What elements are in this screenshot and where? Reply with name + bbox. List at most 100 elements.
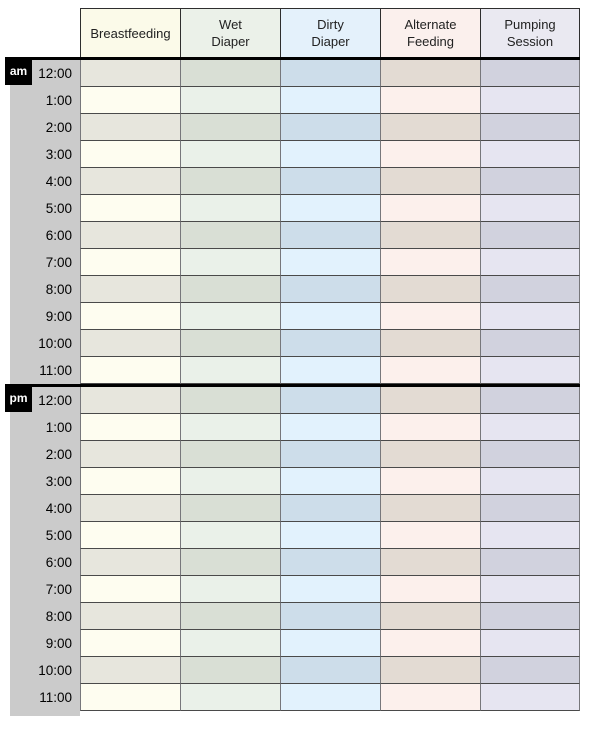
- cell-pumping-session-100pm: [480, 414, 580, 441]
- cell-alternate-feeding-400am: [380, 168, 480, 195]
- cell-breastfeeding-700pm: [80, 576, 180, 603]
- cell-pumping-session-800pm: [480, 603, 580, 630]
- cell-pumping-session-1000pm: [480, 657, 580, 684]
- hour-row-400-am: 4:00: [10, 168, 600, 195]
- cell-dirty-diaper-1000am: [280, 330, 380, 357]
- hour-row-800-am: 8:00: [10, 276, 600, 303]
- hour-row-100-pm: 1:00: [10, 414, 600, 441]
- cell-breastfeeding-900am: [80, 303, 180, 330]
- cell-dirty-diaper-700am: [280, 249, 380, 276]
- cell-pumping-session-1100pm: [480, 684, 580, 711]
- hour-row-1000-pm: 10:00: [10, 657, 600, 684]
- cell-breastfeeding-1000am: [80, 330, 180, 357]
- cell-dirty-diaper-200am: [280, 114, 380, 141]
- cell-wet-diaper-1100am: [180, 357, 280, 384]
- cell-wet-diaper-700pm: [180, 576, 280, 603]
- cell-pumping-session-400pm: [480, 495, 580, 522]
- section-am: 12:00 am 1:00 2:00 3:00 4:00 5:00 6:00 7:00 8:00 9…: [5, 57, 600, 384]
- header-cell-breastfeeding: Breastfeeding: [80, 8, 180, 57]
- cell-pumping-session-500am: [480, 195, 580, 222]
- header-label-line: Diaper: [211, 34, 250, 49]
- cell-dirty-diaper-1100am: [280, 357, 380, 384]
- cell-alternate-feeding-900am: [380, 303, 480, 330]
- time-label: 12:00 am: [5, 57, 80, 87]
- section-pm: 12:00 pm 1:00 2:00 3:00 4:00 5:00 6:00 7:00 8:00 9…: [5, 384, 600, 711]
- cell-pumping-session-400am: [480, 168, 580, 195]
- time-label: 10:00: [10, 330, 80, 357]
- time-label: 8:00: [10, 276, 80, 303]
- cell-alternate-feeding-300pm: [380, 468, 480, 495]
- cell-pumping-session-1100am: [480, 357, 580, 384]
- cell-pumping-session-600pm: [480, 549, 580, 576]
- cell-wet-diaper-400pm: [180, 495, 280, 522]
- time-label: 9:00: [10, 630, 80, 657]
- cell-dirty-diaper-300pm: [280, 468, 380, 495]
- hour-row-1100-am: 11:00: [10, 357, 600, 384]
- cell-breastfeeding-400am: [80, 168, 180, 195]
- cell-wet-diaper-500am: [180, 195, 280, 222]
- cell-pumping-session-500pm: [480, 522, 580, 549]
- cell-dirty-diaper-1200am: [280, 60, 380, 87]
- cell-breastfeeding-1200am: [80, 60, 180, 87]
- cell-pumping-session-900pm: [480, 630, 580, 657]
- cell-wet-diaper-1200am: [180, 60, 280, 87]
- hour-row-900-am: 9:00: [10, 303, 600, 330]
- am-badge: am: [5, 57, 32, 85]
- cell-alternate-feeding-1100pm: [380, 684, 480, 711]
- cell-dirty-diaper-500pm: [280, 522, 380, 549]
- cell-dirty-diaper-300am: [280, 141, 380, 168]
- cell-wet-diaper-500pm: [180, 522, 280, 549]
- cell-wet-diaper-1000am: [180, 330, 280, 357]
- cell-wet-diaper-1200pm: [180, 387, 280, 414]
- time-label: 2:00: [10, 114, 80, 141]
- cell-breastfeeding-300pm: [80, 468, 180, 495]
- cell-breastfeeding-500am: [80, 195, 180, 222]
- hour-row-500-pm: 5:00: [10, 522, 600, 549]
- time-label: 1:00: [10, 87, 80, 114]
- time-label: 3:00: [10, 141, 80, 168]
- cell-pumping-session-300pm: [480, 468, 580, 495]
- hour-row-700-am: 7:00: [10, 249, 600, 276]
- cell-alternate-feeding-800pm: [380, 603, 480, 630]
- time-label: 2:00: [10, 441, 80, 468]
- cell-pumping-session-100am: [480, 87, 580, 114]
- cell-pumping-session-1000am: [480, 330, 580, 357]
- time-label: 7:00: [10, 249, 80, 276]
- hour-row-500-am: 5:00: [10, 195, 600, 222]
- cell-breastfeeding-600pm: [80, 549, 180, 576]
- hour-row-400-pm: 4:00: [10, 495, 600, 522]
- cell-breastfeeding-1000pm: [80, 657, 180, 684]
- hour-row-600-am: 6:00: [10, 222, 600, 249]
- cell-dirty-diaper-100am: [280, 87, 380, 114]
- cell-dirty-diaper-400pm: [280, 495, 380, 522]
- cell-pumping-session-1200pm: [480, 387, 580, 414]
- cell-dirty-diaper-900am: [280, 303, 380, 330]
- time-label: 12:00 pm: [5, 384, 80, 414]
- cell-alternate-feeding-700am: [380, 249, 480, 276]
- cell-pumping-session-800am: [480, 276, 580, 303]
- cell-wet-diaper-100pm: [180, 414, 280, 441]
- cell-breastfeeding-900pm: [80, 630, 180, 657]
- cell-dirty-diaper-200pm: [280, 441, 380, 468]
- header-cell-wet-diaper: Wet Diaper: [180, 8, 280, 57]
- hour-row-1000-am: 10:00: [10, 330, 600, 357]
- cell-breastfeeding-500pm: [80, 522, 180, 549]
- header-label-line: Breastfeeding: [90, 25, 171, 41]
- time-label: 7:00: [10, 576, 80, 603]
- cell-dirty-diaper-1100pm: [280, 684, 380, 711]
- time-label: 11:00: [10, 684, 80, 711]
- cell-wet-diaper-300am: [180, 141, 280, 168]
- pm-badge: pm: [5, 384, 32, 412]
- time-label: 6:00: [10, 549, 80, 576]
- time-label: 8:00: [10, 603, 80, 630]
- cell-wet-diaper-1100pm: [180, 684, 280, 711]
- cell-alternate-feeding-500pm: [380, 522, 480, 549]
- cell-breastfeeding-800pm: [80, 603, 180, 630]
- cell-wet-diaper-700am: [180, 249, 280, 276]
- cell-dirty-diaper-900pm: [280, 630, 380, 657]
- cell-pumping-session-200pm: [480, 441, 580, 468]
- hour-row-700-pm: 7:00: [10, 576, 600, 603]
- cell-breastfeeding-200pm: [80, 441, 180, 468]
- corner-spacer: [10, 8, 80, 57]
